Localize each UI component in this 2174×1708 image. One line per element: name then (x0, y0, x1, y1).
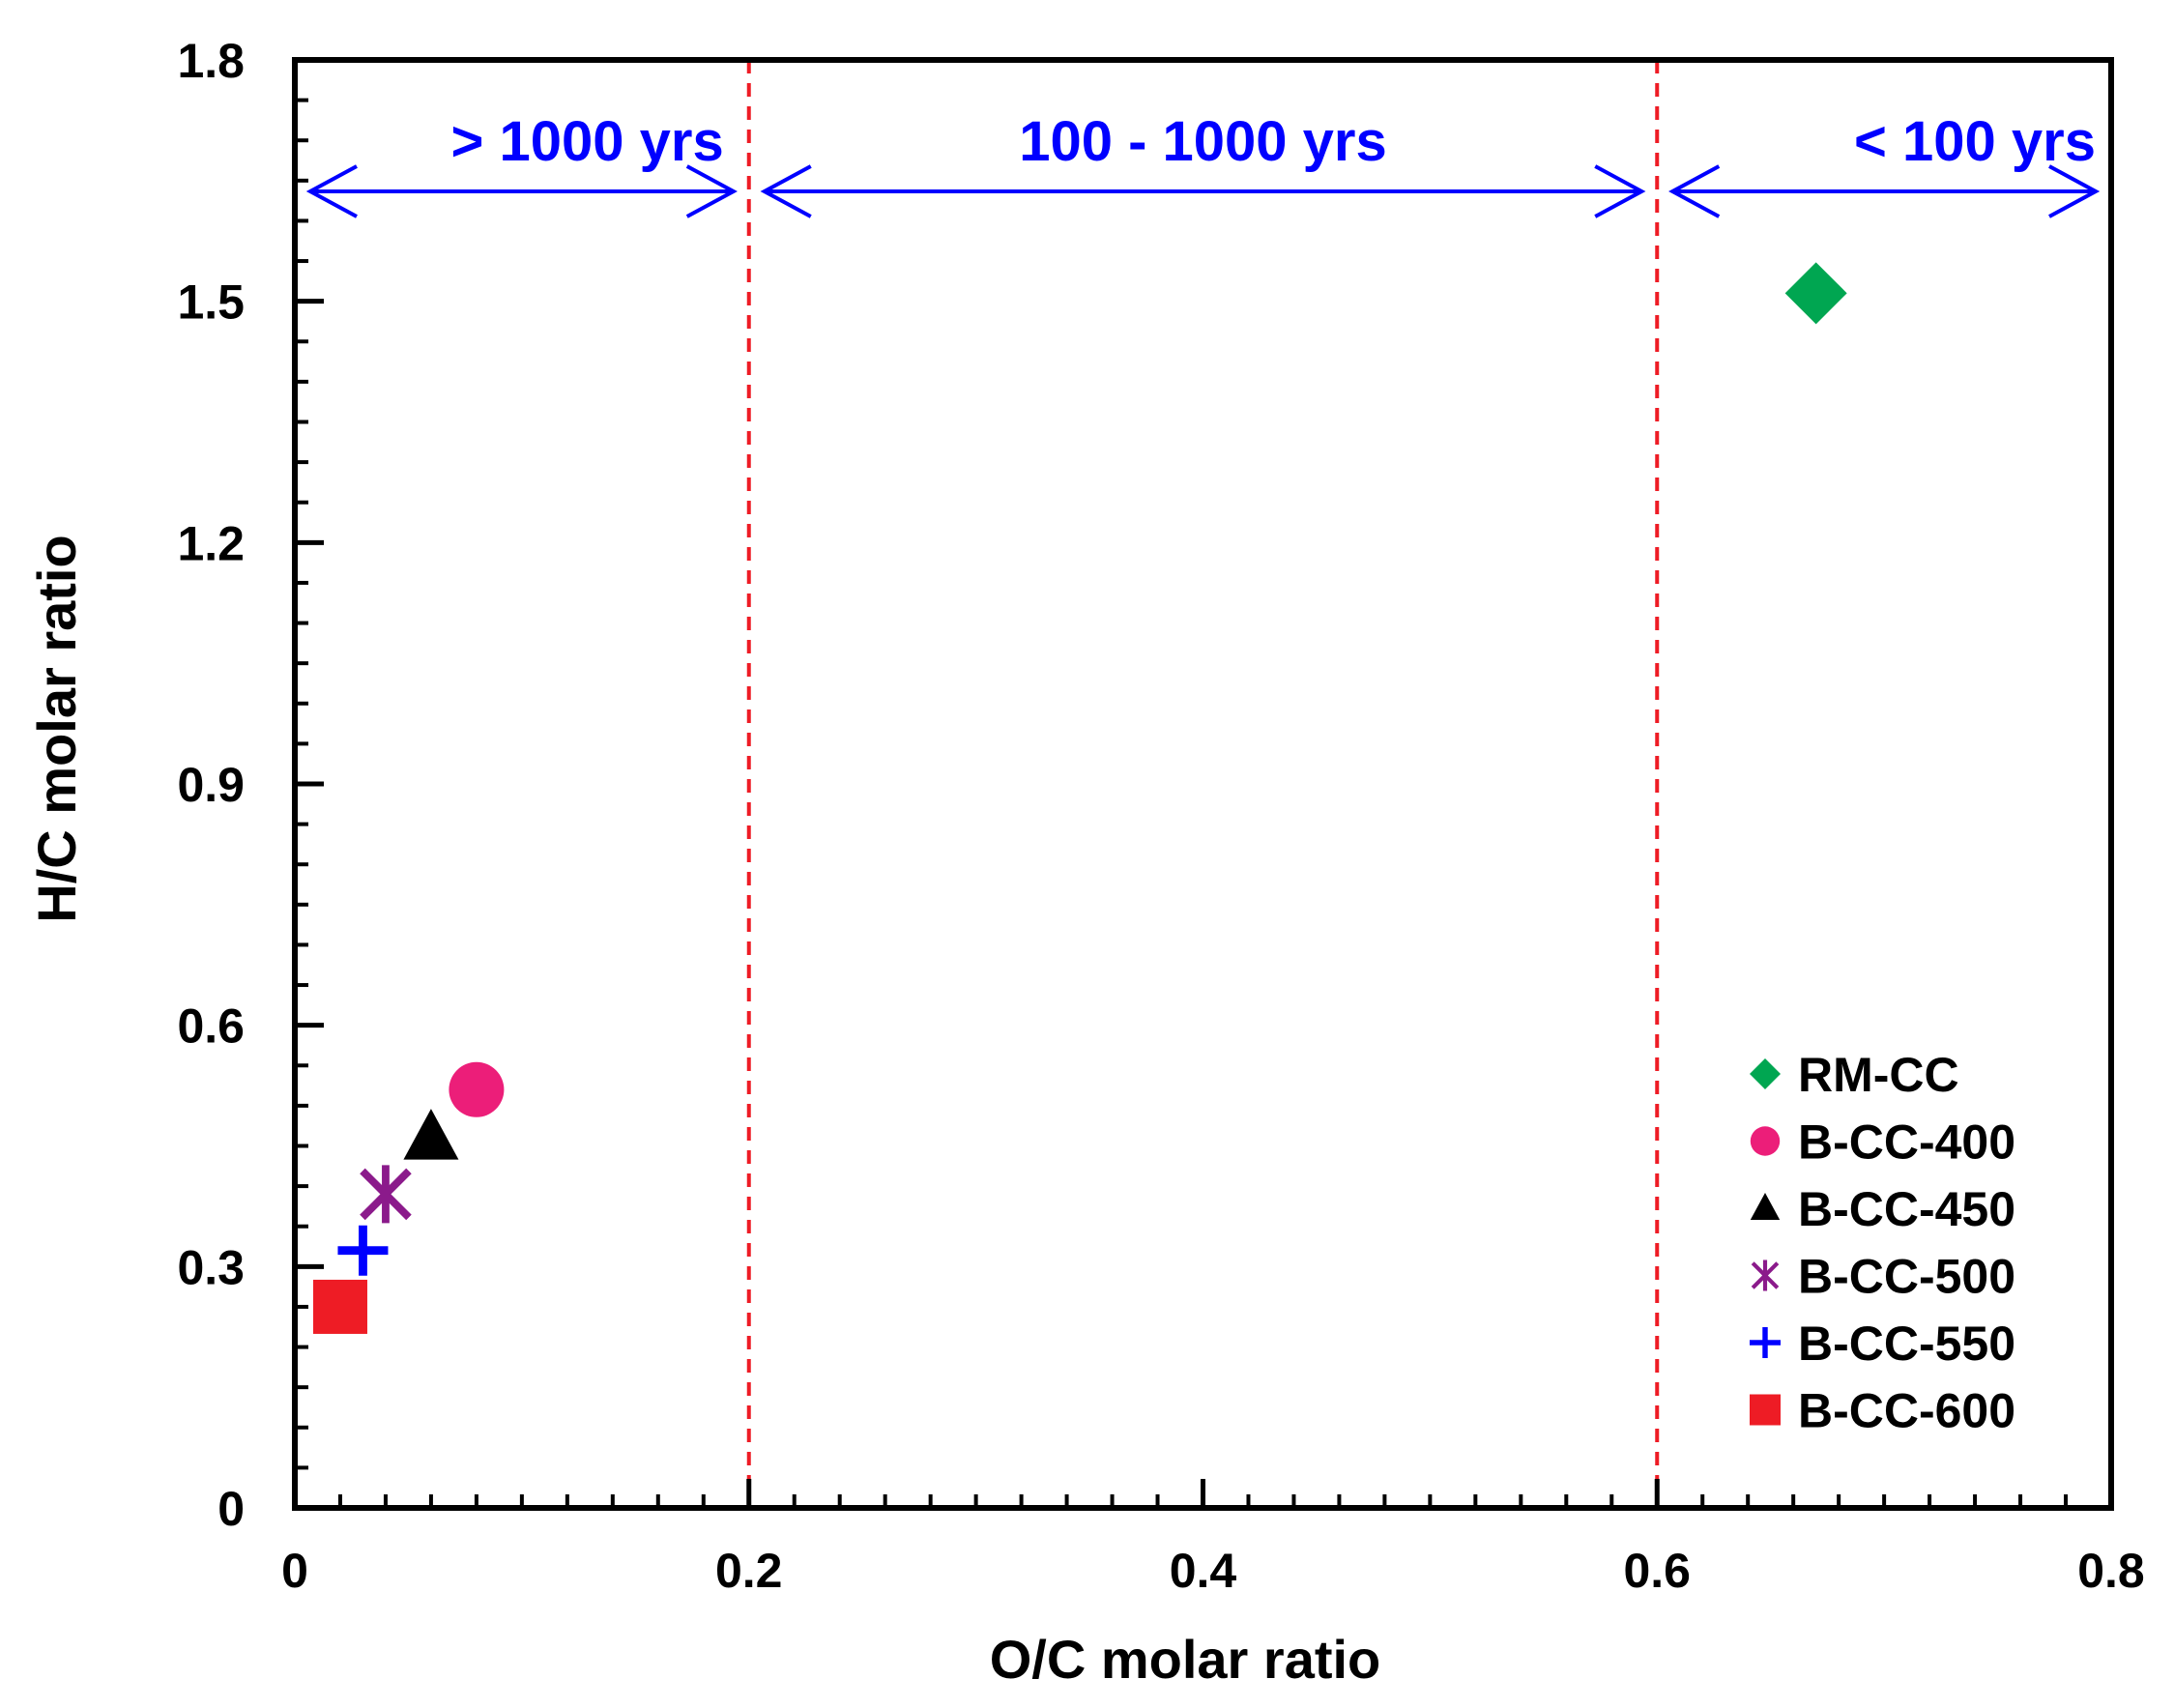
y-tick-label: 1.5 (177, 275, 245, 330)
region-label-1: 100 - 1000 yrs (1019, 110, 1387, 173)
legend-marker-b-cc-600 (1750, 1394, 1781, 1426)
legend-label-b-cc-600: B-CC-600 (1798, 1384, 2015, 1438)
legend: RM-CC B-CC-400 B-CC-450 B-CC-500 B-CC-550 B-C… (1750, 1048, 2015, 1438)
legend-marker-b-cc-550 (1750, 1327, 1781, 1358)
legend-marker-b-cc-400 (1750, 1126, 1781, 1156)
x-tick-label: 0.4 (1170, 1544, 1237, 1598)
legend-marker-b-cc-450 (1750, 1193, 1781, 1220)
legend-label-b-cc-400: B-CC-400 (1798, 1115, 2015, 1170)
region-annotations: > 1000 yrs 100 - 1000 yrs < 100 yrs (305, 110, 2101, 218)
data-points (312, 262, 1847, 1334)
data-point-b-cc-400 (449, 1061, 505, 1117)
legend-marker-rm-cc (1750, 1058, 1781, 1089)
data-point-b-cc-500 (360, 1165, 412, 1224)
x-tick-label: 0.2 (715, 1544, 783, 1598)
y-tick-label: 0.3 (177, 1240, 245, 1294)
reference-lines (746, 60, 1660, 1508)
x-tick-label: 0.6 (1623, 1544, 1691, 1598)
region-arrowhead-right-0 (685, 164, 738, 218)
y-tick-label: 0 (217, 1482, 245, 1536)
plot-axes: 0 0.2 0.4 0.6 0.8 0 0.3 0.6 0.9 1.2 1.5 1.8 (177, 34, 2144, 1598)
legend-label-b-cc-450: B-CC-450 (1798, 1182, 2015, 1236)
region-arrowhead-right-1 (1594, 164, 1646, 218)
legend-label-b-cc-550: B-CC-550 (1798, 1317, 2015, 1371)
region-label-0: > 1000 yrs (451, 110, 724, 173)
x-tick-label: 0 (281, 1544, 308, 1598)
y-axis-title: H/C molar ratio (26, 535, 87, 922)
region-arrowhead-left-1 (760, 164, 812, 218)
legend-marker-b-cc-500 (1751, 1259, 1780, 1291)
data-point-b-cc-550 (337, 1225, 389, 1276)
data-point-b-cc-450 (403, 1109, 459, 1160)
x-axis-title: O/C molar ratio (990, 1629, 1381, 1690)
data-point-rm-cc (1784, 262, 1847, 325)
legend-label-b-cc-500: B-CC-500 (1798, 1250, 2015, 1304)
data-point-b-cc-600 (312, 1279, 367, 1334)
y-tick-label: 1.2 (177, 516, 245, 570)
y-tick-label: 0.6 (177, 999, 245, 1054)
region-arrowhead-right-2 (2048, 164, 2101, 218)
legend-label-rm-cc: RM-CC (1798, 1048, 1959, 1102)
region-arrowhead-left-0 (305, 164, 358, 218)
x-tick-label: 0.8 (2077, 1544, 2145, 1598)
y-tick-label: 0.9 (177, 758, 245, 812)
y-tick-label: 1.8 (177, 34, 245, 88)
region-arrowhead-left-2 (1668, 164, 1721, 218)
region-label-2: < 100 yrs (1854, 110, 2096, 173)
